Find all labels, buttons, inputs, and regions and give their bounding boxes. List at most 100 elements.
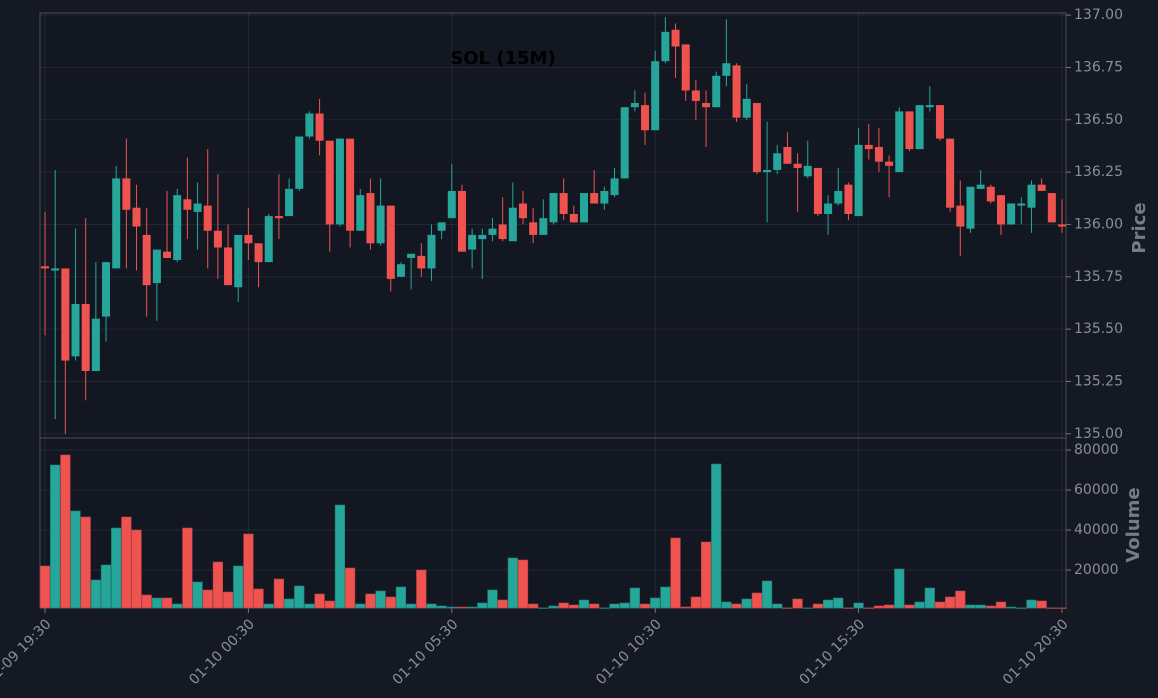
candle-body <box>417 255 426 269</box>
candle-body <box>366 193 375 244</box>
volume-bar <box>202 589 213 609</box>
candle-body <box>813 167 822 214</box>
volume-bar <box>884 604 895 609</box>
candle-body <box>854 144 863 217</box>
volume-bar <box>426 603 437 609</box>
volume-bar <box>314 593 325 609</box>
candle-body <box>569 213 578 223</box>
candle-body <box>468 234 477 250</box>
candle-body <box>61 268 70 361</box>
volume-bar <box>100 564 112 609</box>
candle-body <box>305 113 314 137</box>
candle-body <box>783 146 792 164</box>
volume-bar <box>772 603 783 609</box>
volume-bar <box>578 599 590 609</box>
volume-bar <box>1046 607 1057 609</box>
candle-body <box>864 144 873 150</box>
candle-body <box>946 138 955 208</box>
volume-bar <box>365 593 376 609</box>
candle-body <box>590 193 599 204</box>
volume-bar <box>395 586 407 609</box>
y2-tick-label: 80000 <box>1074 442 1119 458</box>
candle-body <box>732 65 741 118</box>
candle-body <box>773 153 782 171</box>
candle-body <box>264 216 273 263</box>
candle-body <box>793 163 802 168</box>
candle-body <box>834 190 843 204</box>
volume-bar <box>253 588 264 609</box>
candle-body <box>661 31 670 62</box>
candle-body <box>386 205 395 279</box>
volume-bar <box>507 557 518 609</box>
volume-bar <box>151 597 162 609</box>
candle-body <box>803 165 812 177</box>
volume-bar <box>680 606 691 609</box>
y-tick-label: 135.25 <box>1074 373 1123 389</box>
volume-bar <box>639 603 651 609</box>
volume-bar <box>467 606 478 609</box>
x-tick-label: 01-10 10:30 <box>593 616 665 688</box>
volume-bar <box>955 590 966 609</box>
candle-body <box>1007 203 1016 225</box>
volume-bar <box>945 596 956 609</box>
candle-body <box>518 203 527 219</box>
candle-body <box>549 193 558 223</box>
y-tick-label: 137.00 <box>1074 7 1123 23</box>
candle-body <box>376 205 385 244</box>
candle-body <box>702 103 711 108</box>
volume-bar <box>304 603 315 609</box>
candle-body <box>956 205 965 227</box>
volume-bar <box>172 603 183 609</box>
candle-body <box>925 105 934 108</box>
price-panel <box>39 12 1067 439</box>
candle-body <box>427 234 436 269</box>
volume-bar <box>873 605 885 609</box>
volume-bar <box>863 607 874 609</box>
candle-body <box>874 146 883 162</box>
volume-bar <box>263 603 274 609</box>
volume-bar <box>599 607 610 609</box>
candle-body <box>274 216 283 219</box>
candle-body <box>1027 184 1036 208</box>
volume-bar <box>924 587 935 609</box>
volume-bar <box>995 601 1007 609</box>
y2-tick-label: 60000 <box>1074 482 1119 498</box>
candle-body <box>1037 184 1046 191</box>
volume-bar <box>50 464 61 609</box>
candle-body <box>885 161 894 166</box>
candle-body <box>315 113 324 141</box>
candle-body <box>122 178 131 210</box>
candle-body <box>691 90 700 101</box>
x-tick-label: 01-10 00:30 <box>186 616 258 688</box>
x-tick-label: 01-10 05:30 <box>390 616 462 688</box>
candle-body <box>498 224 507 240</box>
candle-body <box>356 195 365 231</box>
volume-bar <box>70 510 81 609</box>
chart-title: SOL (15M) <box>450 48 555 69</box>
volume-bar <box>853 602 864 609</box>
volume-bar <box>761 580 773 609</box>
candle-body <box>580 193 589 223</box>
volume-bar <box>182 527 193 609</box>
volume-bar <box>324 600 335 609</box>
candle-body <box>173 195 182 261</box>
candle-body <box>1058 224 1066 227</box>
candle-body <box>742 98 751 118</box>
candle-body <box>976 184 985 189</box>
volume-bar <box>283 598 295 609</box>
volume-bar <box>721 601 732 609</box>
volume-bar <box>1026 599 1037 609</box>
candle-body <box>285 188 294 217</box>
volume-bar <box>111 527 122 609</box>
candle-body <box>844 184 853 214</box>
candle-body <box>681 44 690 91</box>
x-tick-label: 01-09 19:30 <box>0 616 55 688</box>
volume-bar <box>375 590 386 609</box>
volume-bar <box>711 463 722 609</box>
candle-body <box>203 205 212 231</box>
candle-body <box>935 105 944 139</box>
candle-body <box>91 318 100 372</box>
volume-bar <box>406 603 417 609</box>
candle-body <box>915 105 924 150</box>
y2-tick-label: 40000 <box>1074 522 1119 538</box>
